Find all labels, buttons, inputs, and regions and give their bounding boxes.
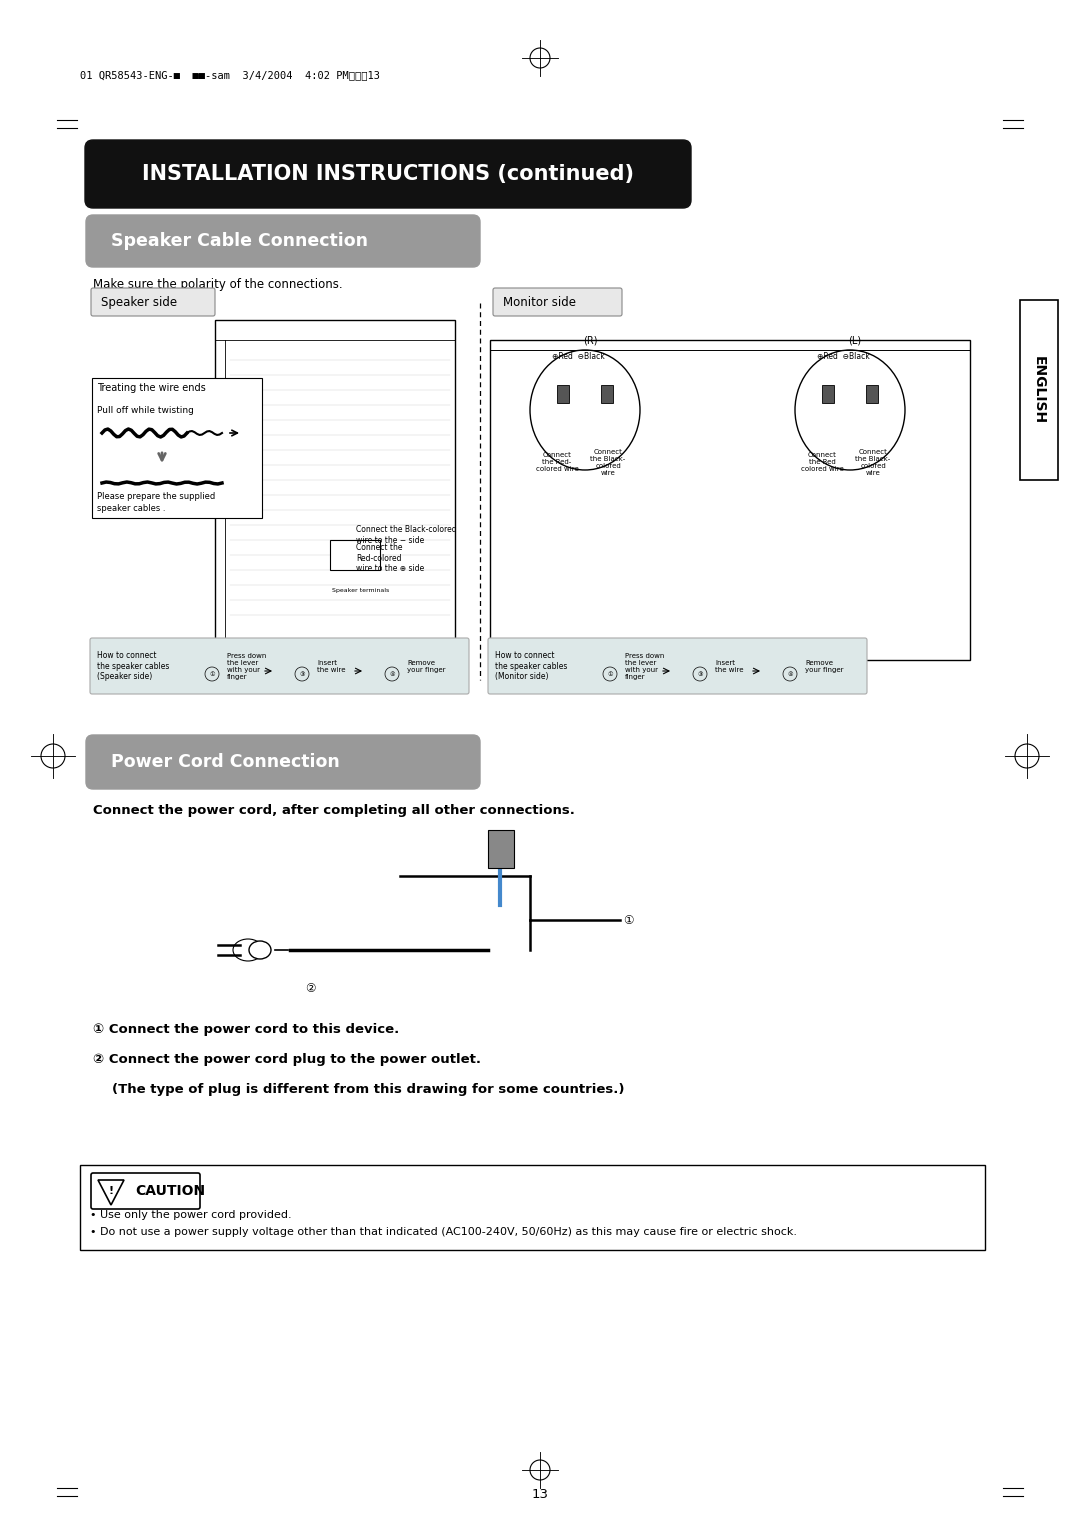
Circle shape (783, 668, 797, 681)
Text: 13: 13 (531, 1488, 549, 1502)
Text: ② Connect the power cord plug to the power outlet.: ② Connect the power cord plug to the pow… (93, 1053, 481, 1067)
Bar (640, 668, 810, 680)
Text: Connect
the Red
colored wire: Connect the Red colored wire (800, 452, 843, 472)
Text: ③: ③ (299, 671, 305, 677)
Text: ①: ① (607, 671, 612, 677)
Text: Monitor side: Monitor side (503, 295, 576, 309)
Text: ①: ① (210, 671, 215, 677)
Bar (1020, 299, 1058, 480)
Text: ⊕Red  ⊖Black: ⊕Red ⊖Black (552, 351, 605, 361)
Text: 01 QR58543-ENG-■  ■■-sam  3/4/2004  4:02 PMページ13: 01 QR58543-ENG-■ ■■-sam 3/4/2004 4:02 PM… (80, 70, 380, 79)
Text: Remove
your finger: Remove your finger (407, 660, 446, 672)
Text: Connect the
Red-colored
wire to the ⊕ side: Connect the Red-colored wire to the ⊕ si… (356, 542, 424, 573)
Bar (490, 341, 970, 660)
Bar (80, 1164, 985, 1250)
Text: Connect
the Black-
colored
wire: Connect the Black- colored wire (591, 449, 625, 475)
Bar (866, 385, 878, 403)
Text: Make sure the polarity of the connections.: Make sure the polarity of the connection… (93, 278, 342, 290)
Circle shape (384, 668, 399, 681)
Text: Speaker terminals: Speaker terminals (332, 587, 389, 593)
Text: Insert
the wire: Insert the wire (715, 660, 743, 672)
Text: Please prepare the supplied: Please prepare the supplied (97, 492, 215, 501)
Text: ①: ① (623, 914, 633, 926)
Text: ⊕Red  ⊖Black: ⊕Red ⊖Black (816, 351, 869, 361)
Text: • Do not use a power supply voltage other than that indicated (AC100-240V, 50/60: • Do not use a power supply voltage othe… (90, 1227, 797, 1238)
Bar (488, 830, 514, 868)
Text: (The type of plug is different from this drawing for some countries.): (The type of plug is different from this… (112, 1083, 624, 1097)
Text: Speaker Cable Connection: Speaker Cable Connection (111, 232, 368, 251)
Bar (92, 377, 262, 518)
Text: ③: ③ (698, 671, 703, 677)
Text: ENGLISH: ENGLISH (1032, 356, 1047, 425)
Text: Press down
the lever
with your
finger: Press down the lever with your finger (625, 652, 664, 680)
Bar (215, 319, 455, 649)
Text: Power Cord Connection: Power Cord Connection (111, 753, 340, 772)
FancyBboxPatch shape (86, 735, 480, 788)
Text: (L): (L) (849, 335, 862, 345)
Text: Press down
the lever
with your
finger: Press down the lever with your finger (227, 652, 267, 680)
Bar (600, 385, 613, 403)
Text: ① Connect the power cord to this device.: ① Connect the power cord to this device. (93, 1024, 400, 1036)
Text: CAUTION: CAUTION (135, 1184, 205, 1198)
Polygon shape (98, 1180, 124, 1206)
Circle shape (603, 668, 617, 681)
Text: ②: ② (305, 981, 315, 995)
FancyBboxPatch shape (91, 1174, 200, 1209)
FancyBboxPatch shape (488, 639, 867, 694)
Bar (660, 640, 789, 665)
Circle shape (205, 668, 219, 681)
Bar (557, 385, 569, 403)
Text: Connect
the Black-
colored
wire: Connect the Black- colored wire (855, 449, 891, 475)
Circle shape (693, 668, 707, 681)
Text: Connect
the Red-
colored wire: Connect the Red- colored wire (536, 452, 579, 472)
Text: How to connect
the speaker cables
(Speaker side): How to connect the speaker cables (Speak… (97, 651, 170, 681)
Text: ④: ④ (787, 671, 793, 677)
Text: ④: ④ (389, 671, 395, 677)
Text: Remove
your finger: Remove your finger (805, 660, 843, 672)
Text: Speaker side: Speaker side (102, 295, 177, 309)
Text: Pull off while twisting: Pull off while twisting (97, 405, 194, 414)
Ellipse shape (233, 940, 264, 961)
Text: Connect the power cord, after completing all other connections.: Connect the power cord, after completing… (93, 804, 575, 816)
Text: !: ! (108, 1186, 113, 1196)
Text: speaker cables .: speaker cables . (97, 504, 165, 512)
Text: (R): (R) (583, 335, 597, 345)
Text: Treating the wire ends: Treating the wire ends (97, 384, 206, 393)
Text: Insert
the wire: Insert the wire (318, 660, 346, 672)
Text: Connect the Black-colored
wire to the − side: Connect the Black-colored wire to the − … (356, 526, 457, 544)
FancyBboxPatch shape (492, 287, 622, 316)
FancyBboxPatch shape (90, 639, 469, 694)
FancyBboxPatch shape (86, 215, 480, 267)
Text: How to connect
the speaker cables
(Monitor side): How to connect the speaker cables (Monit… (495, 651, 567, 681)
FancyBboxPatch shape (91, 287, 215, 316)
Bar (822, 385, 834, 403)
Circle shape (295, 668, 309, 681)
Text: INSTALLATION INSTRUCTIONS (continued): INSTALLATION INSTRUCTIONS (continued) (141, 163, 634, 183)
Bar (330, 539, 380, 570)
FancyBboxPatch shape (85, 141, 691, 208)
Text: • Use only the power cord provided.: • Use only the power cord provided. (90, 1210, 292, 1219)
Ellipse shape (249, 941, 271, 960)
